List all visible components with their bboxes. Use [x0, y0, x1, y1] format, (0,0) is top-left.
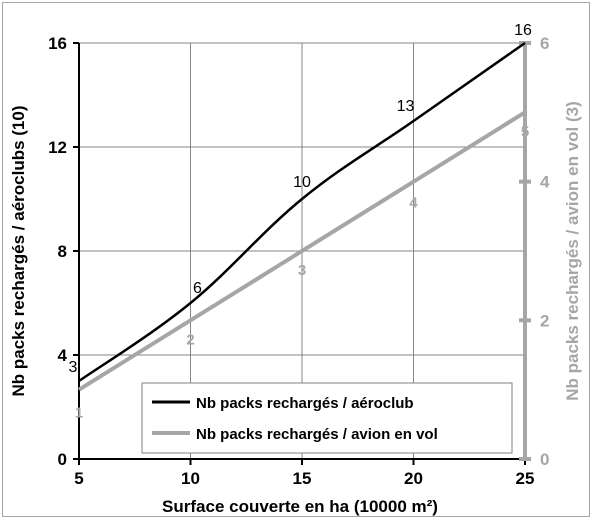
y-left-tick-label: 0 — [58, 450, 67, 469]
data-label-avion: 1 — [75, 405, 83, 422]
y-left-tick-label: 8 — [58, 242, 67, 261]
x-tick-label: 15 — [293, 469, 312, 488]
x-axis-title: Surface couverte en ha (10000 m²) — [162, 497, 438, 516]
y-right-tick-label: 6 — [540, 34, 549, 53]
y-right-tick-label: 4 — [540, 173, 550, 192]
y-right-tick-label: 0 — [540, 450, 549, 469]
series-line-avion — [77, 110, 527, 392]
x-tick-label: 20 — [404, 469, 423, 488]
y-right-tick-label: 2 — [540, 311, 549, 330]
data-label-avion: 2 — [186, 331, 194, 348]
legend-label-avion: Nb packs rechargés / avion en vol — [196, 426, 438, 443]
series-line-aeroclub — [78, 41, 526, 383]
y-right-axis-title: Nb packs rechargés / avion en vol (3) — [563, 101, 582, 401]
x-tick-label: 5 — [74, 469, 83, 488]
data-label-aeroclub: 16 — [514, 22, 532, 39]
x-tick-label: 25 — [516, 469, 535, 488]
data-labels: 3 6 10 13 16 1 2 3 4 5 — [69, 22, 532, 422]
data-label-avion: 4 — [409, 195, 418, 212]
y-left-tick-label: 4 — [58, 346, 68, 365]
data-label-aeroclub: 6 — [193, 280, 202, 297]
legend: Nb packs rechargés / aéroclub Nb packs r… — [141, 382, 513, 454]
data-label-aeroclub: 13 — [397, 98, 415, 115]
y-left-tick-label: 12 — [48, 138, 67, 157]
y-left-axis-title: Nb packs rechargés / aéroclubs (10) — [9, 105, 28, 396]
data-label-avion: 3 — [298, 262, 306, 279]
data-label-aeroclub: 3 — [69, 359, 78, 376]
data-label-aeroclub: 10 — [293, 174, 311, 191]
series-lines — [77, 41, 527, 392]
x-tick-label: 10 — [181, 469, 200, 488]
y-left-tick-label: 16 — [48, 34, 67, 53]
data-label-avion: 5 — [521, 123, 529, 140]
legend-box — [141, 382, 513, 454]
legend-label-aeroclub: Nb packs rechargés / aéroclub — [196, 395, 414, 412]
